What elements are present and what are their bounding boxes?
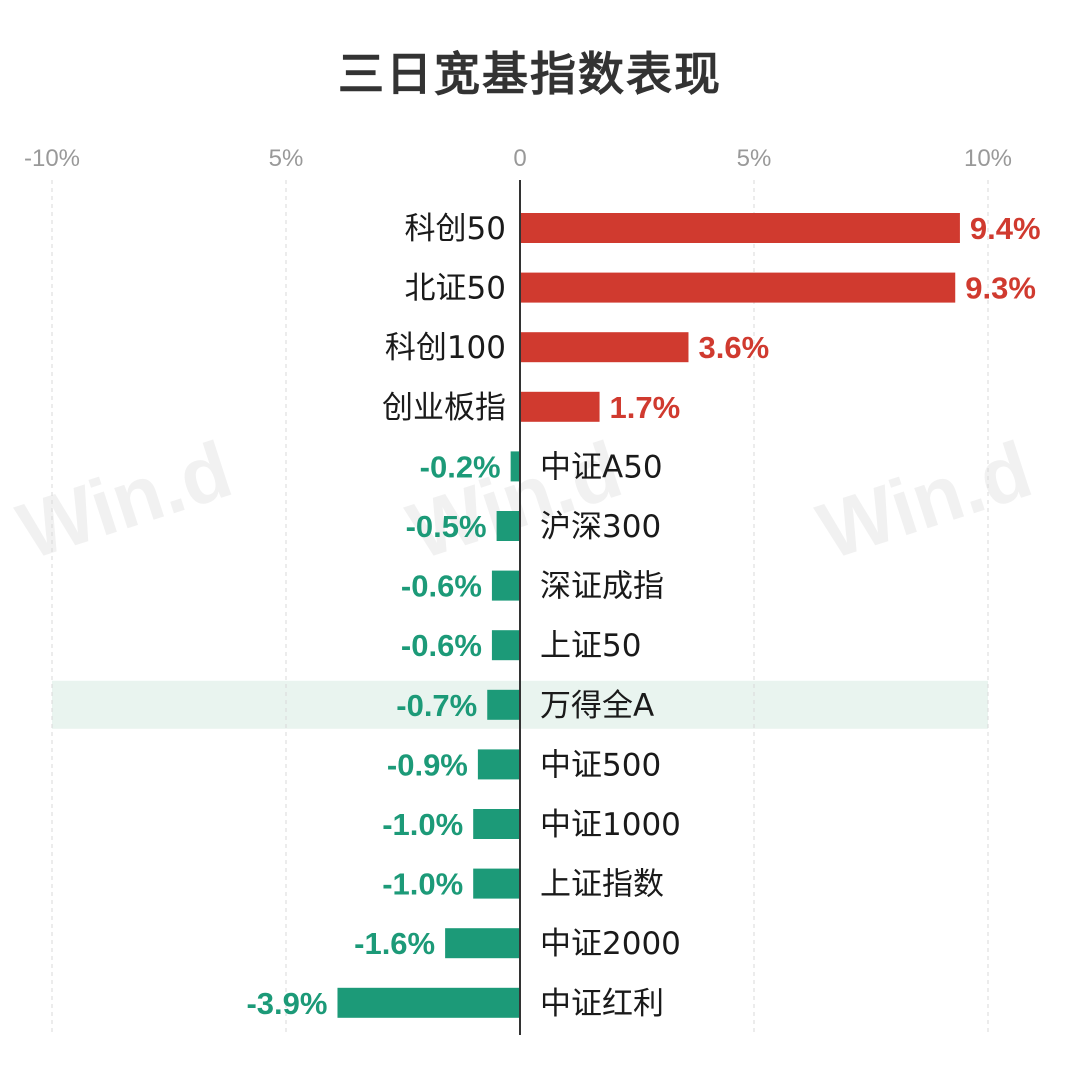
category-label: 中证红利 — [540, 986, 664, 1022]
category-label: 科创100 — [385, 330, 506, 366]
x-tick-label: 10% — [964, 145, 1012, 172]
watermark: Win.d — [808, 424, 1042, 576]
data-label: -1.0% — [382, 807, 463, 842]
bar — [510, 451, 520, 482]
category-label: 上证指数 — [540, 867, 664, 903]
category-label: 创业板指 — [382, 390, 506, 426]
data-label: -0.6% — [401, 628, 482, 663]
data-label: 9.3% — [965, 271, 1036, 306]
data-label: -1.0% — [382, 867, 463, 902]
watermark: Win.d — [8, 424, 242, 576]
category-label: 北证50 — [405, 271, 506, 307]
category-label: 深证成指 — [540, 569, 664, 605]
data-label: -3.9% — [246, 986, 327, 1021]
category-label: 中证2000 — [540, 926, 681, 962]
bar — [520, 332, 689, 363]
category-label: 科创50 — [405, 211, 506, 247]
bar — [445, 928, 520, 959]
data-label: -1.6% — [354, 926, 435, 961]
data-label: 9.4% — [970, 211, 1041, 246]
data-label: 3.6% — [698, 330, 769, 365]
bar — [491, 630, 520, 661]
x-tick-label: 0 — [513, 145, 526, 172]
x-tick-label: -10% — [24, 145, 80, 172]
bar — [491, 570, 520, 601]
watermark: Win.d — [398, 424, 632, 576]
category-label: 沪深300 — [540, 509, 661, 545]
bar — [473, 868, 520, 899]
data-label: -0.7% — [396, 688, 477, 723]
chart-title: 三日宽基指数表现 — [338, 47, 722, 101]
data-label: 1.7% — [610, 390, 681, 425]
bar — [520, 213, 960, 243]
category-label: 中证500 — [540, 747, 661, 783]
category-label: 上证50 — [540, 628, 641, 664]
data-label: -0.5% — [406, 509, 487, 544]
category-label: 万得全A — [540, 688, 654, 724]
data-label: -0.9% — [387, 747, 468, 782]
bar — [520, 391, 600, 422]
bar — [487, 689, 520, 720]
x-tick-label: 5% — [269, 145, 304, 172]
bar — [496, 511, 520, 541]
category-label: 中证A50 — [540, 449, 663, 485]
bar — [473, 809, 520, 839]
bar — [477, 749, 520, 780]
data-label: -0.2% — [420, 449, 501, 484]
bar — [520, 272, 956, 303]
data-label: -0.6% — [401, 569, 482, 604]
bar — [337, 987, 520, 1018]
x-tick-label: 5% — [737, 145, 772, 172]
category-label: 中证1000 — [540, 807, 681, 843]
